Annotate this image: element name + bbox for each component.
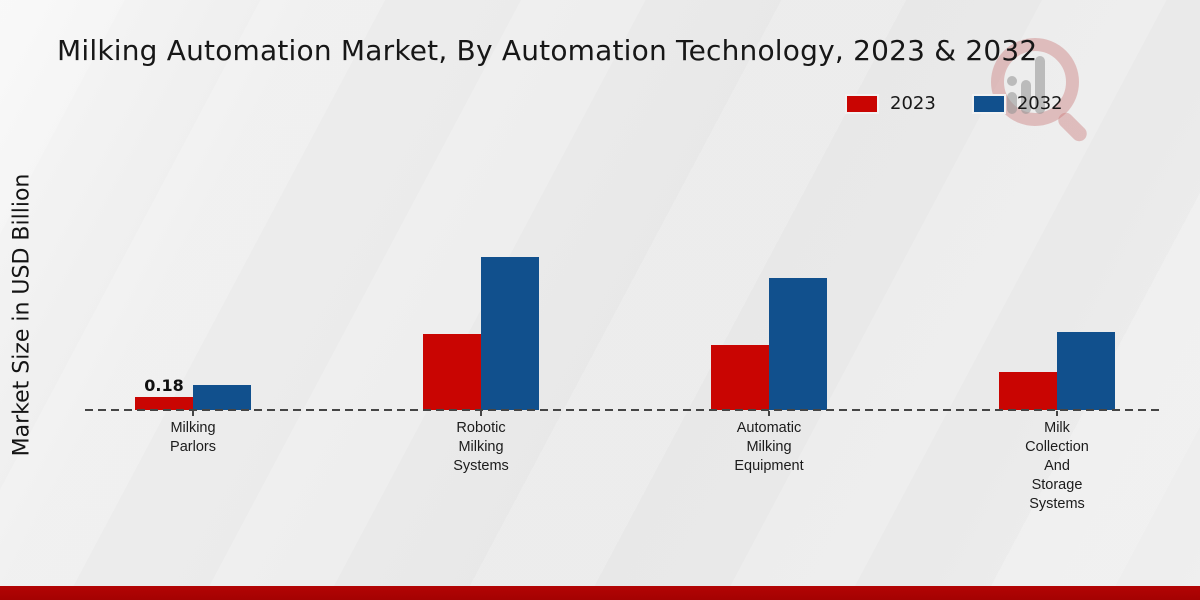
x-tick-automatic-milking-equipment bbox=[768, 411, 770, 416]
legend-label-2023: 2023 bbox=[890, 93, 936, 114]
legend-swatch-2023 bbox=[845, 93, 879, 114]
bar-2023-milk-collection-and-storage-systems bbox=[999, 372, 1057, 410]
bar-2032-milk-collection-and-storage-systems bbox=[1057, 332, 1115, 410]
chart-title: Milking Automation Market, By Automation… bbox=[57, 34, 1038, 67]
logo-bar-medium bbox=[1021, 80, 1031, 114]
legend-label-2032: 2032 bbox=[1016, 93, 1063, 114]
x-tick-robotic-milking-systems bbox=[480, 411, 482, 416]
logo-dot bbox=[1007, 76, 1017, 86]
x-axis-line bbox=[85, 409, 1163, 411]
bar-2023-milking-parlors bbox=[135, 397, 193, 410]
category-label-milking-parlors: Milking Parlors bbox=[170, 420, 216, 455]
x-tick-milk-collection-and-storage-systems bbox=[1056, 411, 1058, 416]
footer-red-bar bbox=[0, 586, 1200, 600]
legend: 2023 2032 bbox=[845, 93, 1063, 114]
category-label-milk-collection-and-storage-systems: Milk Collection And Storage Systems bbox=[1025, 420, 1089, 512]
legend-item-2032: 2032 bbox=[971, 93, 1063, 114]
category-label-robotic-milking-systems: Robotic Milking Systems bbox=[453, 420, 509, 474]
legend-swatch-2032 bbox=[971, 93, 1006, 114]
logo-bar-small bbox=[1007, 92, 1017, 114]
x-tick-milking-parlors bbox=[192, 411, 194, 416]
category-label-automatic-milking-equipment: Automatic Milking Equipment bbox=[734, 420, 804, 474]
bar-2023-robotic-milking-systems bbox=[423, 334, 481, 410]
bar-2032-robotic-milking-systems bbox=[481, 257, 539, 410]
bar-2032-automatic-milking-equipment bbox=[769, 278, 827, 410]
value-label-milking-parlors: 0.18 bbox=[144, 376, 184, 395]
legend-item-2023: 2023 bbox=[845, 93, 936, 114]
y-axis-label: Market Size in USD Billion bbox=[9, 173, 35, 457]
bar-2023-automatic-milking-equipment bbox=[711, 345, 769, 410]
bar-2032-milking-parlors bbox=[193, 385, 251, 410]
logo-bar-tall bbox=[1035, 56, 1045, 114]
